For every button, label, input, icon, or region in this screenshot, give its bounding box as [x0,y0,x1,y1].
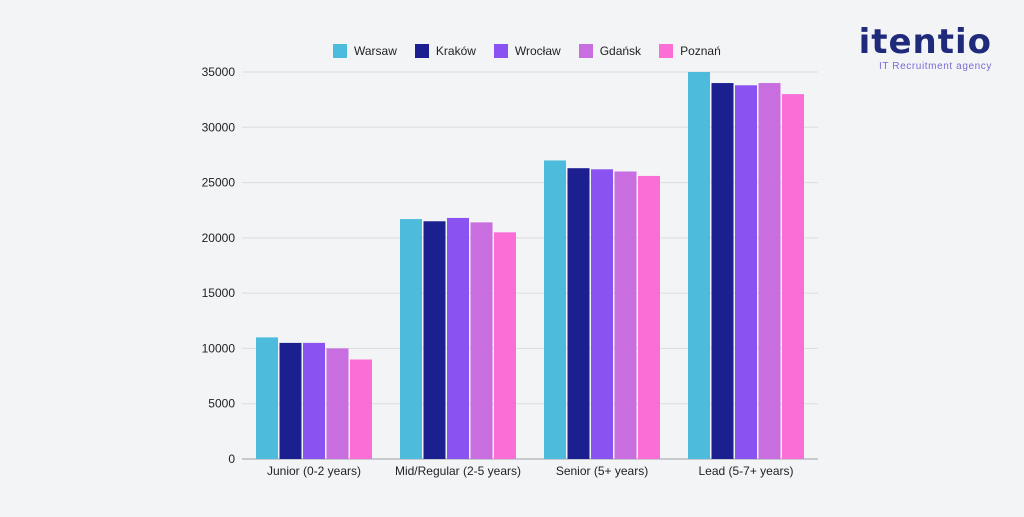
legend: Warsaw Kraków Wrocław Gdańsk Poznań [333,44,721,58]
legend-label: Wrocław [514,44,561,58]
bar [638,175,660,460]
bar [614,171,637,459]
bar [567,168,590,459]
logo-tagline: IT Recruitment agency [878,61,992,72]
x-tick-label: Senior (5+ years) [556,464,648,478]
bar [782,94,804,459]
bar [711,83,734,460]
legend-item: Poznań [659,44,721,58]
legend-swatch [659,44,674,58]
legend-swatch [493,44,508,58]
y-tick-label: 0 [228,452,235,466]
y-tick-label: 35000 [202,65,236,79]
bar [350,359,372,459]
bar [326,348,349,459]
brand-logo: itentio IT Recruitment agency [859,24,992,72]
bar [279,342,302,459]
legend-label: Gdańsk [599,44,642,58]
legend-label: Poznań [680,44,721,58]
legend-swatch [414,44,429,58]
bar [303,342,325,459]
legend-item: Wrocław [493,44,561,58]
legend-label: Kraków [435,44,476,58]
y-tick-label: 5000 [208,397,235,411]
y-tick-label: 25000 [202,176,236,190]
legend-item: Gdańsk [578,44,642,58]
logo-wordmark: itentio [858,22,992,62]
bar [447,217,469,459]
bar [400,219,422,459]
legend-swatch [578,44,593,58]
x-tick-label: Lead (5-7+ years) [698,464,793,478]
bar [544,160,566,459]
legend-label: Warsaw [354,44,397,58]
legend-item: Kraków [414,44,476,58]
bar [758,83,781,460]
bar [470,222,493,459]
bar [591,169,613,459]
y-tick-label: 30000 [202,120,236,134]
x-tick-label: Junior (0-2 years) [267,464,361,478]
legend-item: Warsaw [333,44,397,58]
y-tick-label: 20000 [202,231,236,245]
bar [256,337,278,459]
y-tick-label: 10000 [202,341,236,355]
bar [494,232,516,459]
bar [735,85,757,460]
bar [688,72,710,459]
legend-swatch [333,44,347,58]
bar [423,221,446,459]
y-tick-label: 15000 [202,286,236,300]
x-tick-label: Mid/Regular (2-5 years) [395,464,521,478]
